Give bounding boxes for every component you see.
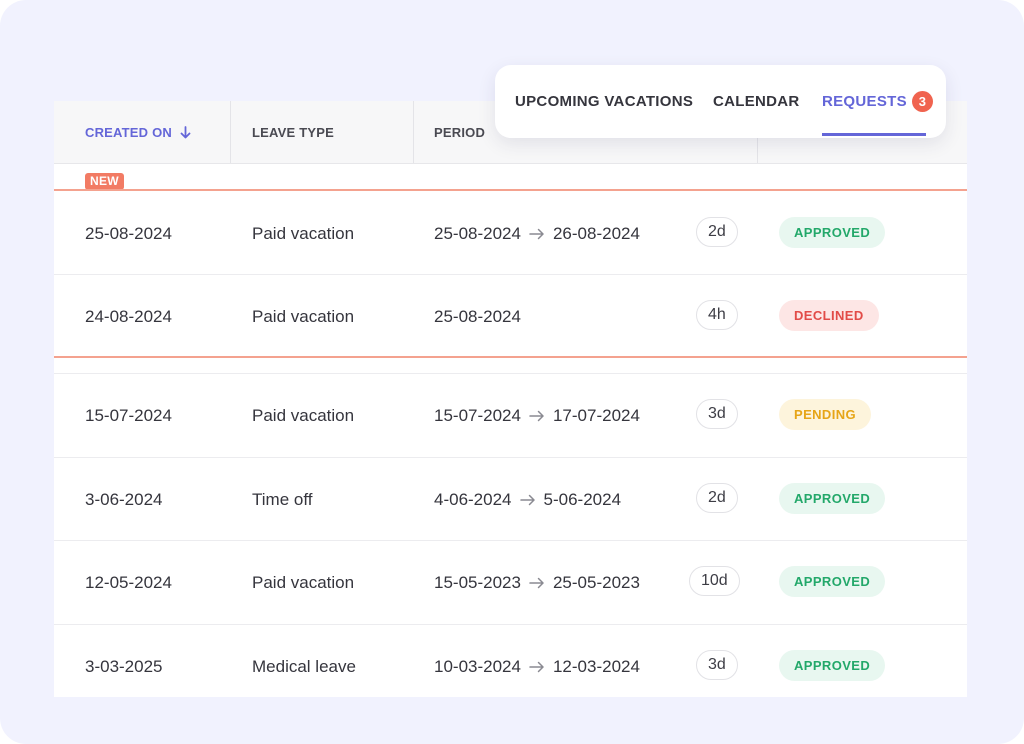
duration-pill: 10d xyxy=(689,566,740,596)
column-header-created-on[interactable]: CREATED ON xyxy=(85,101,191,163)
status-badge: APPROVED xyxy=(779,483,886,514)
active-tab-indicator xyxy=(822,133,926,136)
status-badge: APPROVED xyxy=(779,217,886,248)
status-badge: APPROVED xyxy=(779,566,886,597)
table-row[interactable]: 3-03-2025 Medical leave 10-03-2024 12-03… xyxy=(54,625,967,697)
view-tabs: UPCOMING VACATIONS CALENDAR REQUESTS 3 xyxy=(495,65,946,138)
period-end: 5-06-2024 xyxy=(543,489,622,509)
period-start: 10-03-2024 xyxy=(434,656,521,676)
row-divider xyxy=(54,274,967,275)
column-header-period[interactable]: PERIOD xyxy=(434,101,485,163)
duration-pill: 4h xyxy=(696,300,738,330)
table-row[interactable]: 12-05-2024 Paid vacation 15-05-2023 25-0… xyxy=(54,541,967,624)
duration-pill: 2d xyxy=(696,217,738,247)
status-badge: DECLINED xyxy=(779,300,879,331)
new-section-bottom-line xyxy=(54,356,967,358)
leave-type-cell: Medical leave xyxy=(252,656,356,676)
arrow-right-icon xyxy=(529,577,545,589)
created-on-cell: 3-06-2024 xyxy=(85,489,163,509)
created-on-cell: 15-07-2024 xyxy=(85,405,172,425)
table-row[interactable]: 24-08-2024 Paid vacation 25-08-2024 4h D… xyxy=(54,275,967,358)
created-on-cell: 12-05-2024 xyxy=(85,572,172,592)
duration-pill: 3d xyxy=(696,650,738,680)
period-cell: 4-06-2024 5-06-2024 xyxy=(434,458,621,541)
row-divider xyxy=(54,624,967,625)
column-header-leave-type[interactable]: LEAVE TYPE xyxy=(252,101,334,163)
table-row[interactable]: 25-08-2024 Paid vacation 25-08-2024 26-0… xyxy=(54,192,967,275)
period-end: 17-07-2024 xyxy=(552,405,640,425)
arrow-down-icon xyxy=(180,125,191,139)
period-cell: 15-05-2023 25-05-2023 xyxy=(434,541,640,624)
arrow-right-icon xyxy=(529,661,545,673)
tab-requests[interactable]: REQUESTS 3 xyxy=(822,65,933,138)
leave-type-cell: Time off xyxy=(252,489,313,509)
status-badge: APPROVED xyxy=(779,650,886,681)
column-divider xyxy=(413,101,414,163)
row-divider xyxy=(54,540,967,541)
arrow-right-icon xyxy=(529,228,545,240)
column-header-label: LEAVE TYPE xyxy=(252,124,334,140)
period-cell: 10-03-2024 12-03-2024 xyxy=(434,625,640,697)
period-start: 15-07-2024 xyxy=(434,405,521,425)
created-on-cell: 24-08-2024 xyxy=(85,306,172,326)
new-section-top-line xyxy=(54,189,967,191)
status-badge: PENDING xyxy=(779,399,872,430)
leave-type-cell: Paid vacation xyxy=(252,405,355,425)
column-header-label: PERIOD xyxy=(434,124,486,140)
tab-requests-label: REQUESTS xyxy=(822,93,907,110)
new-badge: NEW xyxy=(85,173,124,190)
period-end: 25-05-2023 xyxy=(552,572,640,592)
requests-count-badge: 3 xyxy=(911,91,933,112)
table-row[interactable]: 3-06-2024 Time off 4-06-2024 5-06-2024 2… xyxy=(54,458,967,541)
period-cell: 25-08-2024 26-08-2024 xyxy=(434,192,640,275)
table-row[interactable]: 15-07-2024 Paid vacation 15-07-2024 17-0… xyxy=(54,374,967,457)
row-divider xyxy=(54,457,967,458)
tab-calendar[interactable]: CALENDAR xyxy=(713,93,800,110)
period-cell: 25-08-2024 xyxy=(434,275,521,358)
period-start: 15-05-2023 xyxy=(434,572,521,592)
created-on-cell: 25-08-2024 xyxy=(85,223,172,243)
column-header-label: CREATED ON xyxy=(85,124,172,140)
tab-upcoming-vacations[interactable]: UPCOMING VACATIONS xyxy=(515,93,694,110)
column-divider xyxy=(230,101,231,163)
leave-type-cell: Paid vacation xyxy=(252,306,355,326)
created-on-cell: 3-03-2025 xyxy=(85,656,163,676)
period-cell: 15-07-2024 17-07-2024 xyxy=(434,374,640,457)
duration-pill: 3d xyxy=(696,399,738,429)
arrow-right-icon xyxy=(519,494,536,506)
period-start: 25-08-2024 xyxy=(434,306,521,326)
leave-type-cell: Paid vacation xyxy=(252,572,355,592)
row-divider xyxy=(54,373,967,374)
period-end: 12-03-2024 xyxy=(552,656,640,676)
requests-table: CREATED ON LEAVE TYPE PERIOD NEW 25-0 xyxy=(54,101,967,697)
duration-pill: 2d xyxy=(696,483,738,513)
period-start: 25-08-2024 xyxy=(434,223,521,243)
leave-type-cell: Paid vacation xyxy=(252,223,355,243)
period-end: 26-08-2024 xyxy=(552,223,640,243)
period-start: 4-06-2024 xyxy=(434,489,512,509)
arrow-right-icon xyxy=(529,410,545,422)
